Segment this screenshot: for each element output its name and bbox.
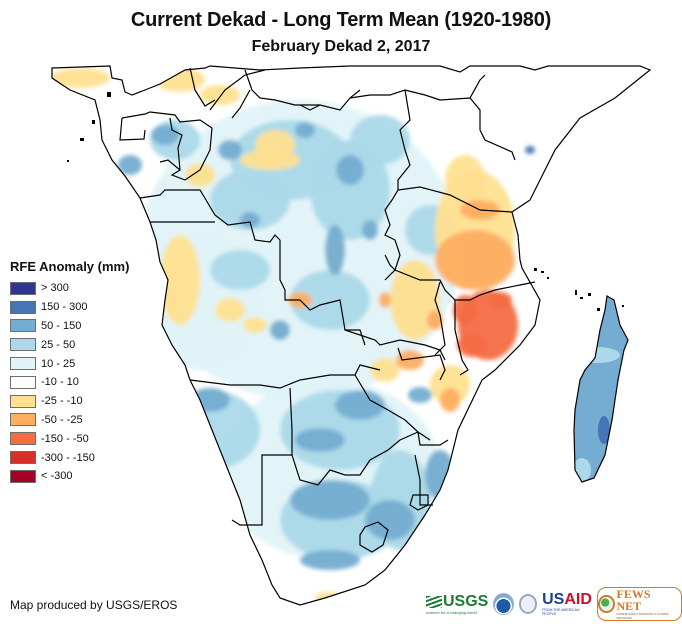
anomaly-region xyxy=(425,450,455,500)
anomaly-region xyxy=(210,170,290,230)
anomaly-region xyxy=(362,220,378,240)
anomaly-region xyxy=(453,295,477,325)
anomaly-region xyxy=(200,85,240,105)
legend-swatch xyxy=(10,300,36,314)
anomaly-region xyxy=(310,140,390,240)
anomaly-region xyxy=(240,212,260,228)
anomaly-region xyxy=(155,68,205,92)
legend: RFE Anomaly (mm) > 300 150 - 300 50 - 150 2… xyxy=(10,259,129,486)
anomaly-region xyxy=(243,317,267,333)
legend-label: -50 - -25 xyxy=(41,413,83,426)
legend-label: 10 - 25 xyxy=(41,357,76,370)
anomaly-region xyxy=(335,390,385,420)
globe-icon xyxy=(597,595,615,613)
anomaly-region xyxy=(255,130,295,160)
legend-item: -150 - -50 xyxy=(10,429,129,448)
usaid-tagline: FROM THE AMERICAN PEOPLE xyxy=(542,608,580,616)
anomaly-region xyxy=(408,387,432,403)
legend-swatch xyxy=(10,319,36,333)
legend-label: < -300 xyxy=(41,470,73,483)
anomaly-region xyxy=(370,358,400,382)
anomaly-region xyxy=(350,115,410,165)
anomaly-region xyxy=(210,250,270,290)
usaid-aid-text: AID xyxy=(564,591,592,608)
legend-swatch xyxy=(10,357,36,371)
legend-swatch xyxy=(10,375,36,389)
fewsnet-tagline: FAMINE EARLY WARNING SYSTEMS NETWORK xyxy=(616,612,669,620)
anomaly-region xyxy=(445,155,485,205)
anomaly-region xyxy=(325,225,345,275)
fewsnet-logo: FEWS NET FAMINE EARLY WARNING SYSTEMS NE… xyxy=(596,587,682,621)
noaa-logo-icon xyxy=(493,593,514,615)
anomaly-region xyxy=(457,333,487,357)
legend-item: -50 - -25 xyxy=(10,411,129,430)
legend-label: -25 - -10 xyxy=(41,395,83,408)
anomaly-region xyxy=(427,310,443,330)
anomaly-region xyxy=(218,140,242,160)
anomaly-region xyxy=(379,292,391,308)
usgs-logo: USGS science for a changing world xyxy=(426,592,489,615)
legend-item: < -300 xyxy=(10,467,129,486)
usgs-tagline: science for a changing world xyxy=(426,609,477,615)
fewsnet-logo-text: FEWS NET xyxy=(616,587,651,613)
anomaly-region xyxy=(525,146,535,154)
legend-label: > 300 xyxy=(41,282,69,295)
legend-swatch xyxy=(10,281,36,295)
anomaly-region xyxy=(160,235,200,325)
partner-logos: USGS science for a changing world USAID … xyxy=(426,587,682,621)
legend-label: -10 - 10 xyxy=(41,376,79,389)
anomaly-region xyxy=(315,592,345,604)
anomaly-region xyxy=(290,480,370,520)
legend-item: -25 - -10 xyxy=(10,392,129,411)
legend-title: RFE Anomaly (mm) xyxy=(10,259,130,274)
legend-swatch xyxy=(10,413,36,427)
anomaly-region xyxy=(215,298,245,322)
anomaly-region xyxy=(122,204,134,212)
anomaly-region xyxy=(270,320,290,340)
legend-item: 10 - 25 xyxy=(10,354,129,373)
map-title: Current Dekad - Long Term Mean (1920-198… xyxy=(130,9,552,31)
anomaly-region xyxy=(435,230,515,290)
anomaly-region xyxy=(440,388,460,412)
legend-item: 150 - 300 xyxy=(10,298,129,317)
legend-label: 50 - 150 xyxy=(41,319,82,332)
anomaly-region xyxy=(118,155,142,175)
legend-label: -150 - -50 xyxy=(41,432,89,445)
anomaly-region xyxy=(151,125,179,145)
anomaly-region xyxy=(290,270,370,330)
anomaly-region xyxy=(365,500,415,540)
usaid-seal-icon xyxy=(518,594,538,614)
legend-swatch xyxy=(10,394,36,408)
anomaly-region xyxy=(300,550,360,570)
legend-item: > 300 xyxy=(10,279,129,298)
anomaly-region xyxy=(336,155,364,185)
usgs-wave-icon xyxy=(426,595,442,608)
anomaly-region xyxy=(295,122,315,138)
legend-swatch xyxy=(10,469,36,483)
map-credit: Map produced by USGS/EROS xyxy=(10,598,178,612)
usaid-us-text: US xyxy=(542,591,565,608)
usaid-logo: USAID FROM THE AMERICAN PEOPLE xyxy=(542,591,592,617)
legend-swatch xyxy=(10,451,36,465)
anomaly-region xyxy=(295,428,345,452)
legend-swatch xyxy=(10,338,36,352)
legend-label: 25 - 50 xyxy=(41,338,76,351)
legend-item: 25 - 50 xyxy=(10,335,129,354)
legend-label: 150 - 300 xyxy=(41,301,88,314)
anomaly-region xyxy=(488,292,512,308)
usgs-logo-text: USGS xyxy=(443,592,489,610)
country-borders xyxy=(51,65,651,606)
legend-item: 50 - 150 xyxy=(10,317,129,336)
legend-item: -10 - 10 xyxy=(10,373,129,392)
map-subtitle: February Dekad 2, 2017 xyxy=(251,38,431,55)
legend-swatch xyxy=(10,432,36,446)
anomaly-region xyxy=(396,350,424,370)
anomaly-region xyxy=(52,68,110,88)
offshore-islands xyxy=(67,92,624,311)
legend-label: -300 - -150 xyxy=(41,451,95,464)
legend-item: -300 - -150 xyxy=(10,448,129,467)
anomaly-region xyxy=(185,163,215,187)
madagascar-anomaly-layer xyxy=(574,296,628,482)
